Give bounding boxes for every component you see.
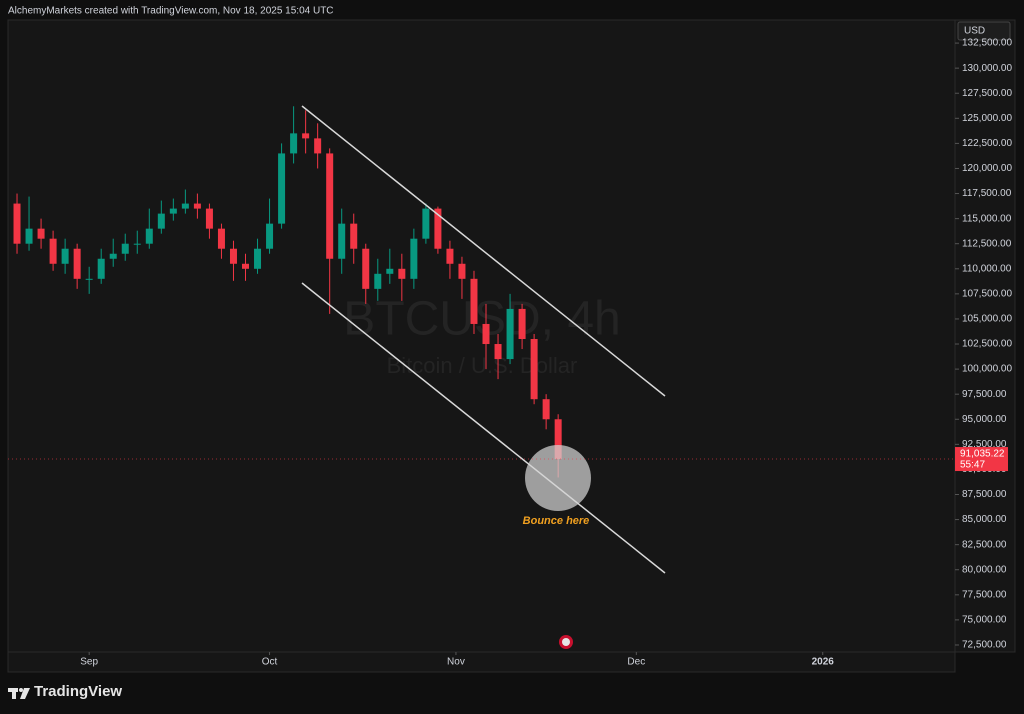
y-tick-label: 112,500.00 bbox=[962, 238, 1012, 249]
y-tick-label: 117,500.00 bbox=[962, 188, 1012, 199]
candle-body bbox=[530, 339, 538, 400]
candle-body bbox=[205, 208, 213, 229]
candle-body bbox=[326, 153, 334, 259]
y-tick-label: 122,500.00 bbox=[962, 138, 1012, 149]
candle-body bbox=[25, 228, 33, 244]
watermark-subtitle: Bitcoin / U.S. Dollar bbox=[387, 353, 578, 378]
candle-body bbox=[386, 268, 394, 274]
x-tick-label: Dec bbox=[627, 657, 645, 668]
candle-body bbox=[482, 323, 490, 345]
y-tick-label: 85,000.00 bbox=[962, 514, 1007, 525]
y-tick-label: 75,000.00 bbox=[962, 615, 1007, 626]
y-tick-label: 132,500.00 bbox=[962, 38, 1012, 49]
candle-body bbox=[470, 278, 478, 324]
y-tick-label: 125,000.00 bbox=[962, 113, 1012, 124]
candle-body bbox=[434, 208, 442, 249]
candle-body bbox=[338, 223, 346, 259]
candle-body bbox=[37, 228, 45, 239]
price-axis bbox=[954, 19, 1016, 653]
candle-body bbox=[133, 243, 141, 245]
candle-body bbox=[217, 228, 225, 249]
y-tick-label: 80,000.00 bbox=[962, 564, 1007, 575]
candle-body bbox=[97, 258, 105, 279]
watermark-title: BTCUSD, 4h bbox=[343, 293, 620, 346]
currency: USD bbox=[964, 26, 985, 37]
candle-body bbox=[85, 278, 93, 280]
x-tick-label: Nov bbox=[447, 657, 465, 668]
event-icon-inner bbox=[562, 638, 570, 646]
candle-body bbox=[169, 208, 177, 214]
x-tick-label: Sep bbox=[80, 657, 98, 668]
candle-body bbox=[374, 273, 382, 289]
candle-body bbox=[229, 248, 237, 264]
y-tick-label: 72,500.00 bbox=[962, 640, 1007, 651]
candle-body bbox=[157, 213, 165, 229]
candle-body bbox=[542, 399, 550, 420]
logo-icon bbox=[8, 688, 30, 699]
annotation: Bounce here bbox=[523, 515, 590, 527]
y-tick-label: 107,500.00 bbox=[962, 289, 1012, 300]
plot-area bbox=[7, 19, 956, 653]
x-tick-label: Oct bbox=[262, 657, 278, 668]
channel-lower bbox=[301, 282, 666, 574]
x-tick-label: 2026 bbox=[812, 657, 835, 668]
y-tick-label: 87,500.00 bbox=[962, 489, 1007, 500]
candle-body bbox=[181, 203, 189, 209]
channel-upper bbox=[301, 105, 666, 397]
candle-body bbox=[314, 138, 322, 154]
candle-body bbox=[242, 263, 250, 269]
candle-body bbox=[109, 253, 117, 259]
y-tick-label: 97,500.00 bbox=[962, 389, 1007, 400]
time-axis bbox=[7, 651, 956, 673]
candle-body bbox=[61, 248, 69, 264]
y-tick-label: 115,000.00 bbox=[962, 213, 1012, 224]
y-tick-label: 130,000.00 bbox=[962, 63, 1012, 74]
highlight-circle bbox=[525, 445, 591, 511]
candle-body bbox=[518, 308, 526, 340]
candle-body bbox=[49, 238, 57, 264]
candle-body bbox=[121, 243, 129, 254]
candle-body bbox=[458, 263, 466, 279]
candle-body bbox=[422, 208, 430, 239]
candle-body bbox=[554, 419, 562, 460]
candle-body bbox=[13, 203, 21, 244]
y-tick-label: 110,000.00 bbox=[962, 263, 1012, 274]
candle-body bbox=[278, 153, 286, 224]
candle-body bbox=[446, 248, 454, 264]
last-price-box bbox=[955, 447, 1008, 472]
last-price-label: 91,035.22 bbox=[960, 449, 1005, 460]
y-tick-label: 127,500.00 bbox=[962, 88, 1012, 99]
y-tick-label: 120,000.00 bbox=[962, 163, 1012, 174]
logo: TradingView bbox=[34, 683, 122, 700]
y-tick-label: 77,500.00 bbox=[962, 589, 1007, 600]
candle-body bbox=[302, 133, 310, 139]
candle-body bbox=[266, 223, 274, 249]
candle-body bbox=[362, 248, 370, 289]
candle-body bbox=[398, 268, 406, 279]
candle-body bbox=[254, 248, 262, 269]
candle-body bbox=[290, 133, 298, 154]
candle-body bbox=[73, 248, 81, 279]
candle-body bbox=[193, 203, 201, 209]
y-tick-label: 100,000.00 bbox=[962, 364, 1012, 375]
currency-box[interactable] bbox=[957, 21, 1011, 41]
candle-body bbox=[506, 308, 514, 360]
y-tick-label: 95,000.00 bbox=[962, 414, 1007, 425]
candle-body bbox=[410, 238, 418, 279]
countdown: 55:47 bbox=[960, 460, 985, 471]
candle-body bbox=[145, 228, 153, 244]
header: AlchemyMarkets created with TradingView.… bbox=[8, 6, 334, 17]
y-tick-label: 82,500.00 bbox=[962, 539, 1007, 550]
y-tick-label: 92,500.00 bbox=[962, 439, 1007, 450]
candle-body bbox=[494, 344, 502, 360]
candle-body bbox=[350, 223, 358, 249]
y-tick-label: 105,000.00 bbox=[962, 314, 1012, 325]
y-tick-label: 102,500.00 bbox=[962, 339, 1012, 350]
